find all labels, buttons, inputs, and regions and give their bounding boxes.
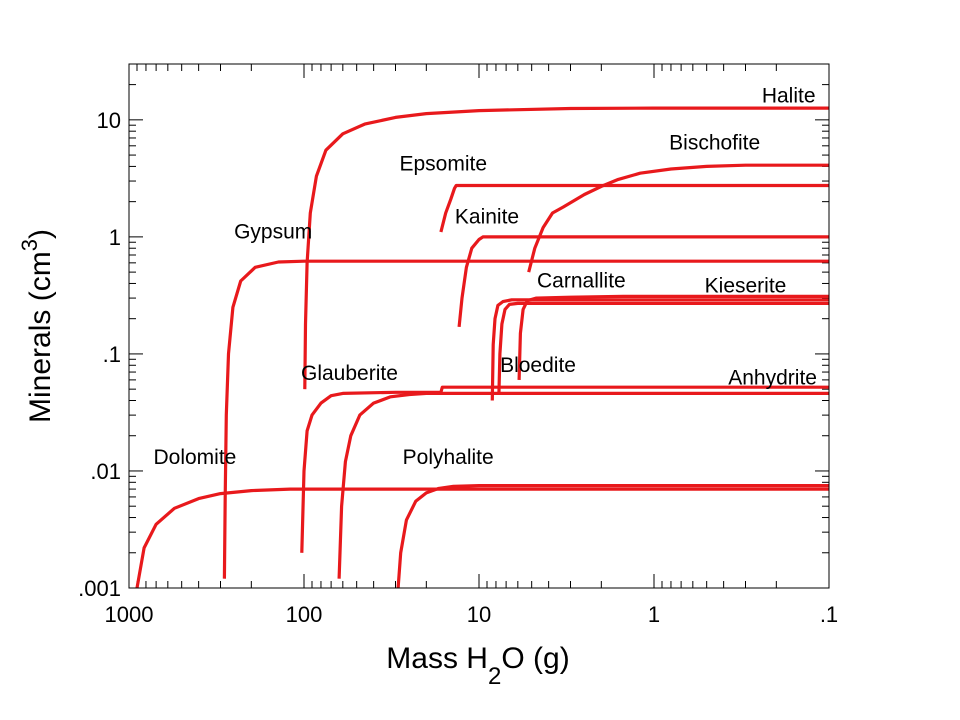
- x-tick-label: 1: [648, 602, 660, 627]
- x-tick-label: .1: [820, 602, 838, 627]
- series-line-carnallite: [517, 294, 829, 380]
- series-line-kieserite: [497, 301, 829, 395]
- y-tick-label: .001: [78, 576, 121, 601]
- series-label-kieserite: Kieserite: [705, 274, 787, 297]
- y-axis-title: Minerals (cm3): [17, 229, 57, 423]
- series-line-polyhalite: [396, 484, 829, 589]
- series-line-kainite: [457, 235, 829, 328]
- series-label-anhydrite: Anhydrite: [728, 366, 817, 389]
- y-tick-label: .01: [90, 459, 121, 484]
- series-label-bischofite: Bischofite: [669, 131, 760, 154]
- tick-label-layer: 1000 100 10 1 .1 10 1 .1 .01 .001: [78, 108, 838, 627]
- plot-background: [129, 64, 829, 588]
- series-line-bischofite: [527, 163, 829, 273]
- series-line-dolomite: [135, 487, 829, 589]
- series-line-anhydrite: [337, 391, 829, 579]
- series-layer: [135, 106, 829, 589]
- series-line-epsomite: [439, 183, 829, 233]
- series-label-epsomite: Epsomite: [400, 152, 488, 175]
- x-tick-label: 10: [467, 602, 491, 627]
- series-label-glauberite: Glauberite: [301, 362, 398, 385]
- x-tick-label: 1000: [105, 602, 154, 627]
- series-label-halite: Halite: [762, 85, 816, 108]
- series-label-layer: Dolomite Gypsum Halite Glauberite Anhydrite P…: [153, 85, 816, 469]
- y-tick-label: .1: [103, 342, 121, 367]
- series-label-gypsum: Gypsum: [234, 220, 312, 243]
- series-label-bloedite: Bloedite: [500, 354, 576, 377]
- y-tick-label: 10: [97, 108, 121, 133]
- series-label-polyhalite: Polyhalite: [403, 446, 494, 469]
- series-line-bloedite: [490, 298, 829, 401]
- series-line-gypsum: [222, 259, 829, 579]
- y-tick-label: 1: [109, 225, 121, 250]
- axis-ticks: [129, 63, 830, 589]
- series-label-carnallite: Carnallite: [537, 269, 626, 292]
- series-label-kainite: Kainite: [455, 206, 519, 229]
- x-tick-label: 100: [286, 602, 323, 627]
- series-line-halite: [303, 106, 829, 390]
- plot-frame: [128, 63, 830, 589]
- series-line-glauberite: [300, 385, 829, 553]
- series-label-dolomite: Dolomite: [153, 446, 236, 469]
- x-axis-title: Mass H2O (g): [386, 642, 569, 690]
